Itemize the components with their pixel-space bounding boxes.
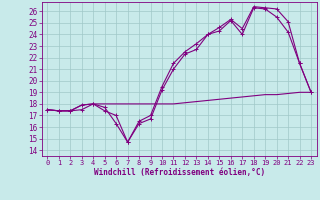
X-axis label: Windchill (Refroidissement éolien,°C): Windchill (Refroidissement éolien,°C) (94, 168, 265, 177)
